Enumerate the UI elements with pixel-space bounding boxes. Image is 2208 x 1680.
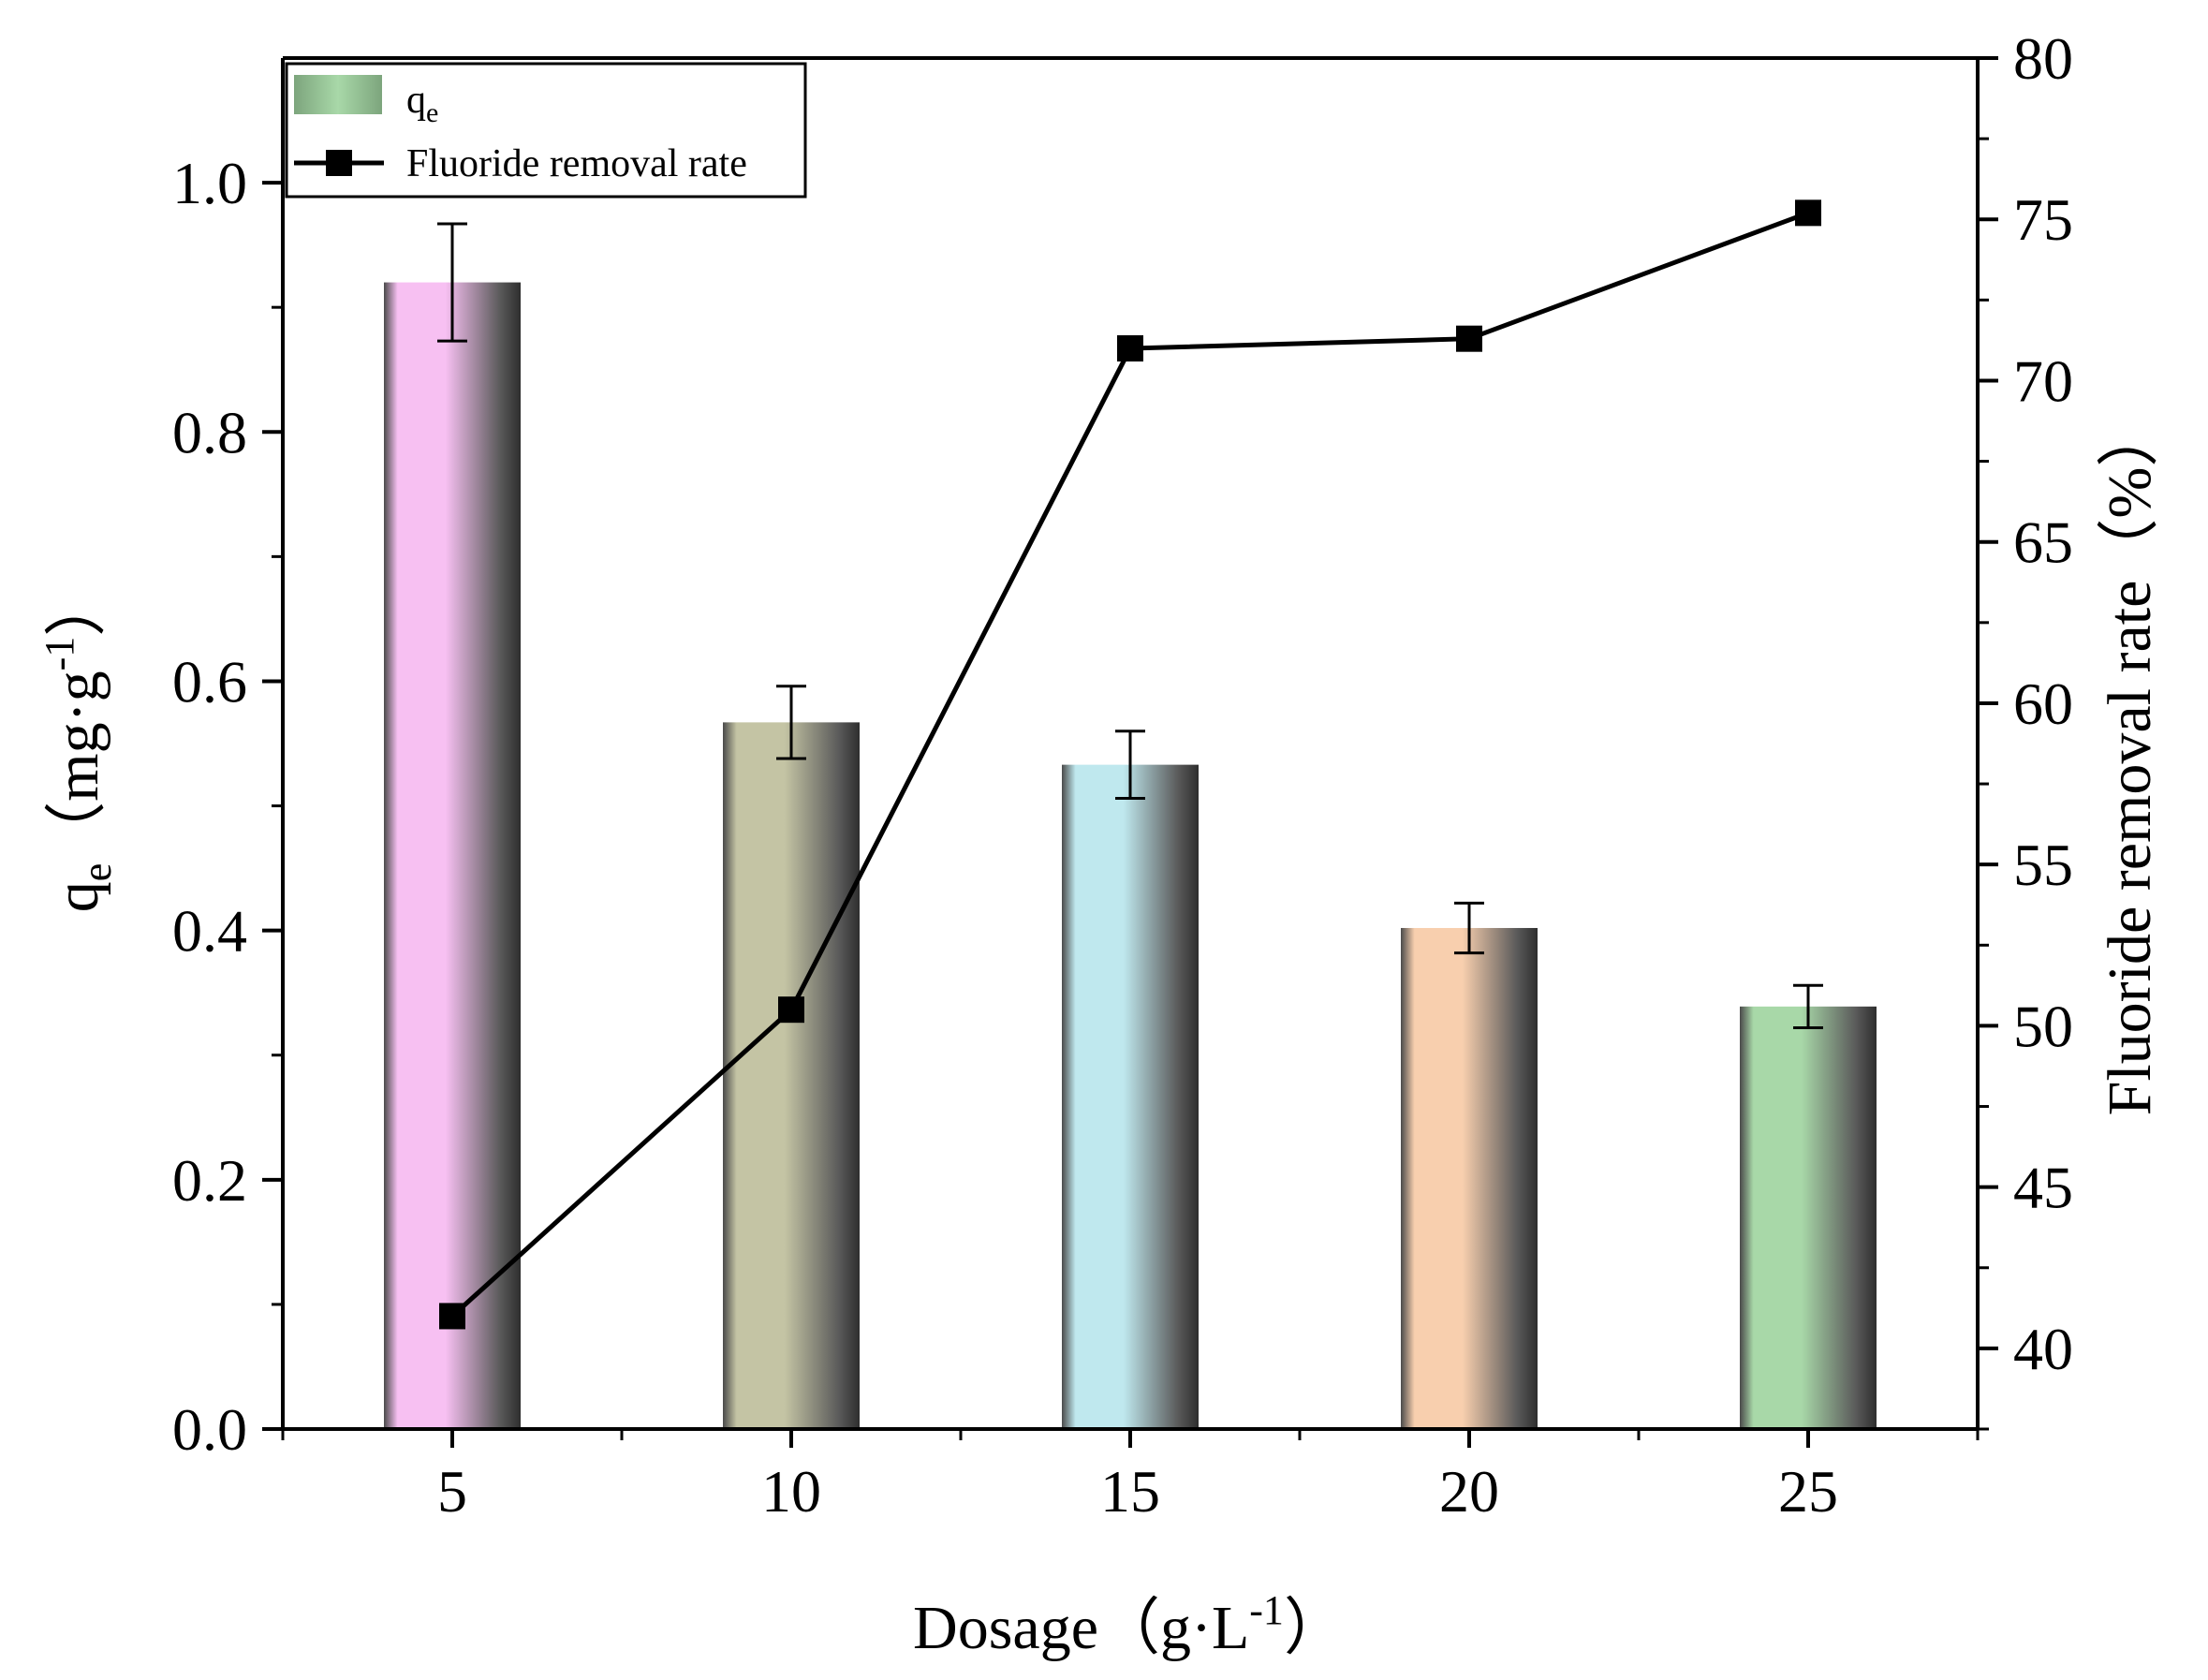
left-tick-label: 0.2 [172, 1147, 247, 1214]
left-axis-title-group: qe（mg·g-1） [37, 575, 120, 913]
point-removal-rate-10 [778, 996, 804, 1024]
left-tick-label: 0.0 [172, 1396, 247, 1463]
bar-qe-5 [384, 282, 521, 1430]
right-tick-label: 55 [2013, 832, 2073, 898]
legend-label-removal: Fluoride removal rate [406, 142, 747, 185]
right-tick-label: 80 [2013, 25, 2073, 92]
x-tick-label: 20 [1439, 1458, 1499, 1525]
right-tick-label: 40 [2013, 1316, 2073, 1382]
left-tick-label: 1.0 [172, 150, 247, 216]
right-tick-label: 75 [2013, 186, 2073, 253]
right-axis-title: Fluoride removal rate（%） [2096, 405, 2164, 1116]
left-axis-title: qe（mg·g-1） [37, 575, 120, 913]
bars-layer [384, 282, 1877, 1430]
left-tick-label: 0.6 [172, 648, 247, 715]
right-tick-label: 65 [2013, 509, 2073, 576]
legend-label-qe: qe [406, 79, 438, 128]
bar-qe-20 [1401, 927, 1538, 1429]
x-tick-label: 5 [437, 1458, 467, 1525]
x-axis-title: Dosage（g·L-1） [913, 1587, 1346, 1662]
legend-layer: qe Fluoride removal rate [285, 62, 807, 199]
right-axis-title-group: Fluoride removal rate（%） [2096, 405, 2164, 1116]
point-removal-rate-20 [1456, 325, 1482, 352]
right-tick-label: 50 [2013, 993, 2073, 1059]
errorbars-layer [437, 222, 1823, 1029]
point-removal-rate-25 [1795, 199, 1821, 227]
bar-qe-15 [1062, 764, 1199, 1429]
titles-layer: Dosage（g·L-1） qe（mg·g-1） Fluoride removal … [37, 405, 2164, 1662]
ticks-layer: 0.0 0.2 0.4 0.6 0.8 1.0 40 45 50 55 60 65 70 75 80 5 10 1… [172, 25, 2073, 1525]
right-tick-label: 45 [2013, 1155, 2073, 1221]
right-tick-label: 70 [2013, 347, 2073, 414]
legend-marker-removal [326, 150, 352, 176]
right-tick-label: 60 [2013, 671, 2073, 737]
point-removal-rate-5 [439, 1303, 465, 1330]
x-tick-label: 10 [761, 1458, 821, 1525]
x-tick-label: 15 [1100, 1458, 1160, 1525]
bar-qe-25 [1740, 1006, 1877, 1429]
left-tick-label: 0.8 [172, 399, 247, 465]
bar-qe-10 [723, 722, 860, 1429]
point-removal-rate-15 [1117, 335, 1143, 362]
left-tick-label: 0.4 [172, 898, 247, 965]
x-tick-label: 25 [1778, 1458, 1838, 1525]
legend-swatch-qe [294, 75, 382, 114]
line-layer [439, 199, 1821, 1330]
